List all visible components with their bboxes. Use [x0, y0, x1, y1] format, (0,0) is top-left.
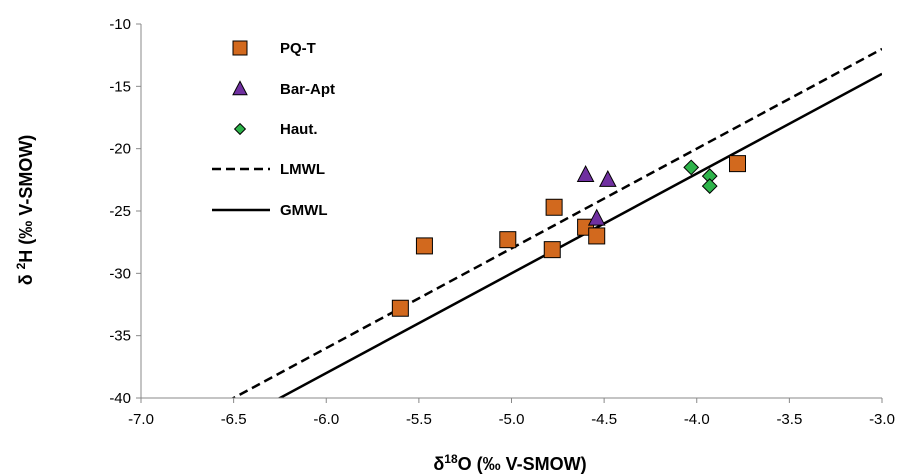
- x-tick-label: -5.5: [406, 411, 432, 428]
- y-tick-label: -25: [109, 203, 131, 220]
- y-tick-label: -35: [109, 328, 131, 345]
- bar-apt-point: [587, 208, 606, 226]
- bar-apt-point: [599, 169, 617, 187]
- haut-legend-label: Haut.: [280, 121, 318, 138]
- pq-t-point: [545, 198, 563, 216]
- x-tick-label: -4.5: [591, 411, 617, 428]
- pq-t-point: [729, 155, 747, 173]
- data-points: [391, 155, 747, 317]
- haut-point: [701, 178, 718, 194]
- bar-apt-legend-label: Bar-Apt: [280, 81, 335, 98]
- gmwl-legend-label: GMWL: [280, 202, 327, 219]
- x-tick-label: -6.5: [221, 411, 247, 428]
- pq-t-point: [391, 299, 409, 317]
- x-tick-label: -4.0: [684, 411, 710, 428]
- pq-t-point: [588, 227, 606, 245]
- haut-point: [683, 159, 700, 176]
- bar-apt-point: [576, 164, 595, 182]
- lmwl-legend-label: LMWL: [280, 161, 325, 178]
- x-tick-label: -3.0: [869, 411, 895, 428]
- haut-legend-marker: [233, 122, 247, 136]
- y-tick-label: -40: [109, 390, 131, 407]
- legend: PQ-T Bar-Apt Haut. LMWL GMWL: [212, 40, 335, 219]
- x-tick-label: -7.0: [128, 411, 154, 428]
- x-tick-label: -5.0: [499, 411, 525, 428]
- gmwl-line: [277, 72, 882, 398]
- lmwl-line: [230, 47, 882, 398]
- pq-t-legend-marker: [232, 40, 248, 56]
- x-axis-title: δ18O (‰ V-SMOW): [433, 452, 586, 474]
- pq-t-point: [543, 241, 561, 259]
- x-tick-label: -6.0: [313, 411, 339, 428]
- bar-apt-legend-marker: [232, 80, 248, 96]
- y-tick-label: -15: [109, 78, 131, 95]
- x-tick-label: -3.5: [776, 411, 802, 428]
- axes: -7.0 -6.5 -6.0 -5.5 -5.0 -4.5 -4.0 -3.5 -3.0 -10 -…: [109, 16, 895, 428]
- y-tick-label: -10: [109, 16, 131, 33]
- pq-t-legend-label: PQ-T: [280, 40, 316, 57]
- y-axis-title: δ 2H (‰ V-SMOW): [14, 135, 36, 286]
- y-tick-label: -20: [109, 141, 131, 158]
- reference-lines: [230, 47, 882, 398]
- pq-t-point: [499, 231, 517, 249]
- pq-t-point: [415, 237, 433, 255]
- y-tick-label: -30: [109, 265, 131, 282]
